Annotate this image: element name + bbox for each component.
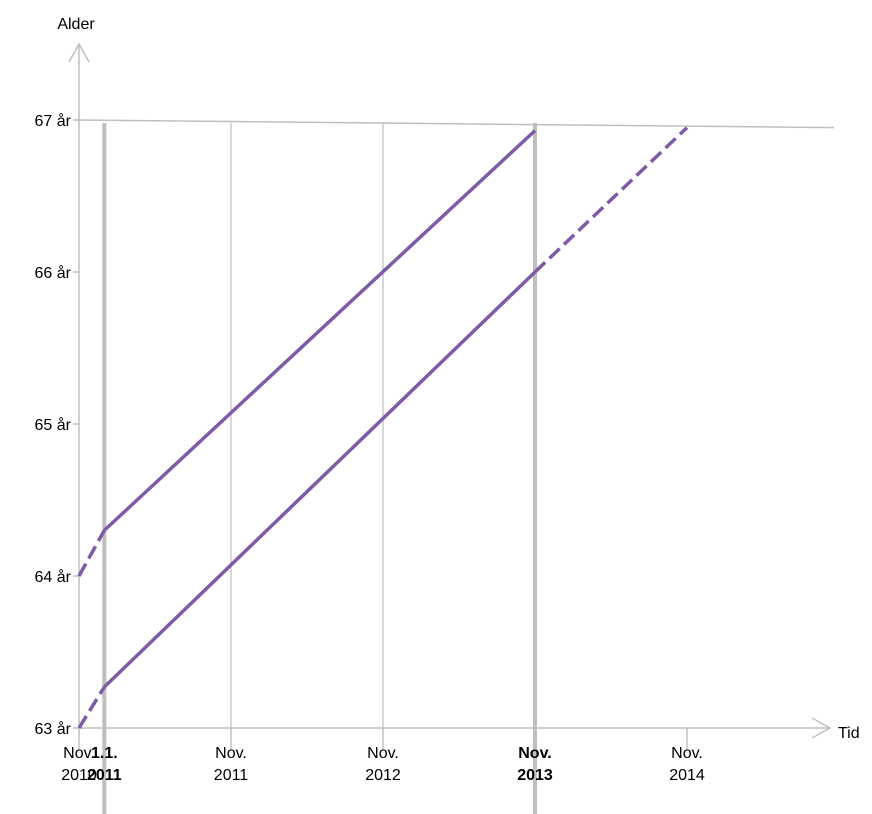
reference-line-67	[78, 119, 835, 129]
x-tick-label-line2: 2011	[214, 767, 249, 784]
series-1-solid-segment	[103, 129, 537, 532]
x-axis-arrow	[811, 717, 832, 739]
x-tick-label-line2: 2013	[517, 767, 553, 784]
y-axis-arrow	[68, 42, 90, 63]
x-tick-label-line2: 2010	[61, 767, 97, 784]
series-2-dashed-segment	[77, 686, 106, 729]
x-tick-label-line2: 2014	[669, 767, 705, 784]
series-2-dashed-segment	[533, 126, 689, 274]
y-tick-label: 67 år	[35, 112, 72, 130]
x-tick-label-line1: Nov.	[215, 745, 247, 762]
data-series	[77, 126, 689, 729]
tick-labels: 63 år 64 år 65 år 66 år 67 år Nov. 2010 1.1. 201…	[35, 112, 705, 784]
y-tick-label: 64 år	[35, 568, 72, 586]
y-axis-label: Alder	[57, 16, 95, 33]
x-tick-label-line2: 2011	[87, 767, 122, 784]
series-2-solid-segment	[103, 270, 537, 689]
x-tick-label-line2: 2012	[365, 767, 401, 784]
x-tick-label-line1: Nov.	[63, 745, 95, 762]
y-tick-label: 63 år	[35, 720, 72, 738]
axes	[68, 42, 832, 750]
grid-lines	[78, 119, 835, 814]
x-tick-label-line1: Nov.	[671, 745, 703, 762]
y-tick-label: 65 år	[35, 416, 72, 434]
x-tick-label-line1: Nov.	[367, 745, 399, 762]
x-axis-label: Tid	[838, 725, 860, 742]
x-tick-label-line1: 1.1.	[91, 745, 118, 762]
series-1-dashed-segment	[77, 529, 106, 577]
y-tick-label: 66 år	[35, 264, 72, 282]
x-tick-label-line1: Nov.	[518, 745, 551, 762]
